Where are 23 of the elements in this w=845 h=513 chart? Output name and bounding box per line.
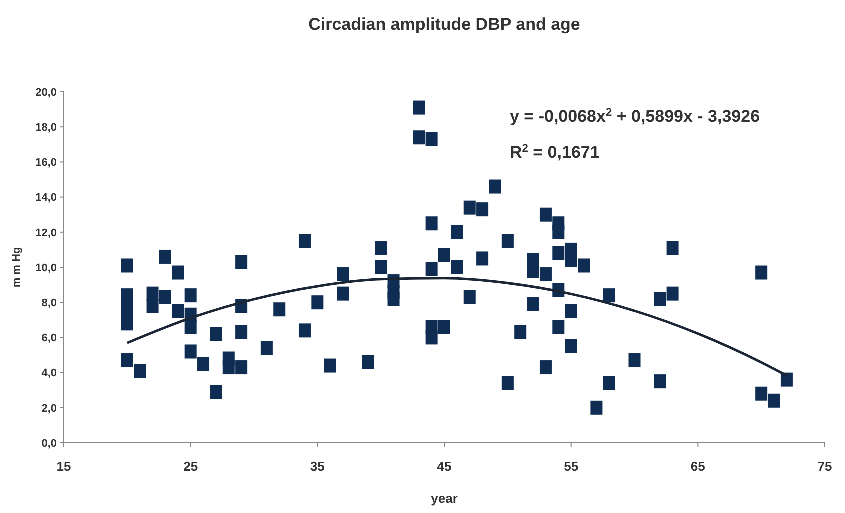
y-tick-label: 4,0 (42, 368, 57, 380)
x-axis-title: year (431, 491, 458, 506)
y-tick-label: 6,0 (42, 332, 57, 345)
annotation: R$^{2}$ = 0,1671 (510, 143, 600, 162)
y-tick-label: 16,0 (36, 157, 57, 170)
y-tick-label: 8,0 (42, 297, 57, 310)
y-tick-label: 14,0 (36, 192, 57, 204)
chart-title: Circadian amplitude DBP and age (308, 15, 580, 34)
y-tick-label: 20,0 (36, 86, 57, 99)
y-tick-label: 0,0 (42, 438, 57, 450)
x-tick-label: 25 (184, 459, 198, 474)
y-tick-label: 12,0 (36, 227, 57, 240)
x-tick-label: 75 (818, 459, 832, 474)
x-tick-label: 65 (690, 459, 706, 474)
x-tick-label: 15 (56, 459, 72, 474)
x-tick-label: 35 (310, 459, 325, 474)
y-tick-label: 18,0 (36, 122, 57, 134)
y-tick-label: 2,0 (42, 402, 57, 415)
x-tick-label: 55 (564, 459, 579, 474)
x-tick-label: 45 (437, 459, 452, 474)
y-tick-label: 10,0 (36, 262, 57, 274)
annotation: y = -0,0068x$^{2}$ + 0,5899x - 3,3926 (510, 107, 760, 126)
y-axis-title: m m Hg (11, 247, 23, 288)
